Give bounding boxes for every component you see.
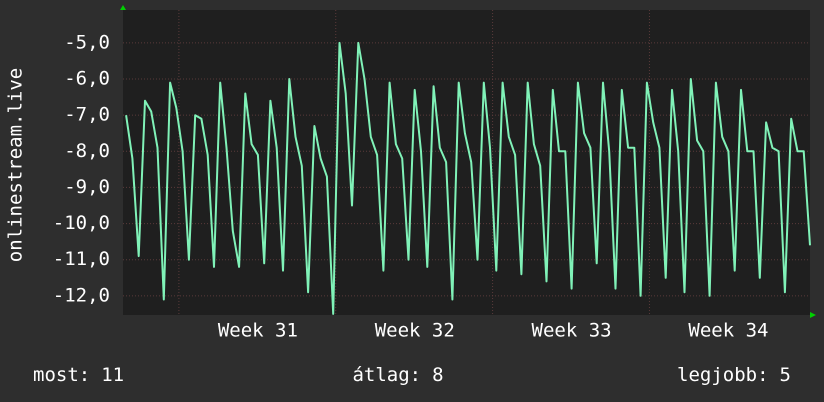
- stat-label: átlag:: [352, 364, 421, 386]
- y-tick-label: -6,0: [64, 68, 110, 90]
- y-axis-title: onlinestream.live: [5, 68, 27, 262]
- stat-label: most:: [33, 364, 90, 386]
- series-line: [125, 41, 811, 315]
- stat: legjobb: 5: [677, 364, 791, 386]
- axis-arrow: [810, 312, 816, 318]
- stat-label: legjobb:: [677, 364, 769, 386]
- y-tick-label: -11,0: [53, 248, 110, 270]
- axis-arrow: [120, 5, 126, 10]
- y-tick-label: -9,0: [64, 176, 110, 198]
- stat: most: 11: [33, 364, 124, 386]
- x-tick-label: Week 32: [375, 320, 455, 342]
- x-tick-label: Week 33: [532, 320, 612, 342]
- stat: átlag: 8: [352, 364, 443, 386]
- stat-value: 5: [780, 364, 791, 386]
- stat-value: 8: [432, 364, 443, 386]
- y-tick-label: -5,0: [64, 31, 110, 53]
- y-tick-label: -12,0: [53, 284, 110, 306]
- y-tick-label: -7,0: [64, 104, 110, 126]
- x-tick-label: Week 31: [218, 320, 298, 342]
- y-tick-label: -10,0: [53, 212, 110, 234]
- plot-area: [123, 10, 810, 315]
- stat-value: 11: [101, 364, 124, 386]
- x-tick-label: Week 34: [688, 320, 768, 342]
- y-tick-label: -8,0: [64, 140, 110, 162]
